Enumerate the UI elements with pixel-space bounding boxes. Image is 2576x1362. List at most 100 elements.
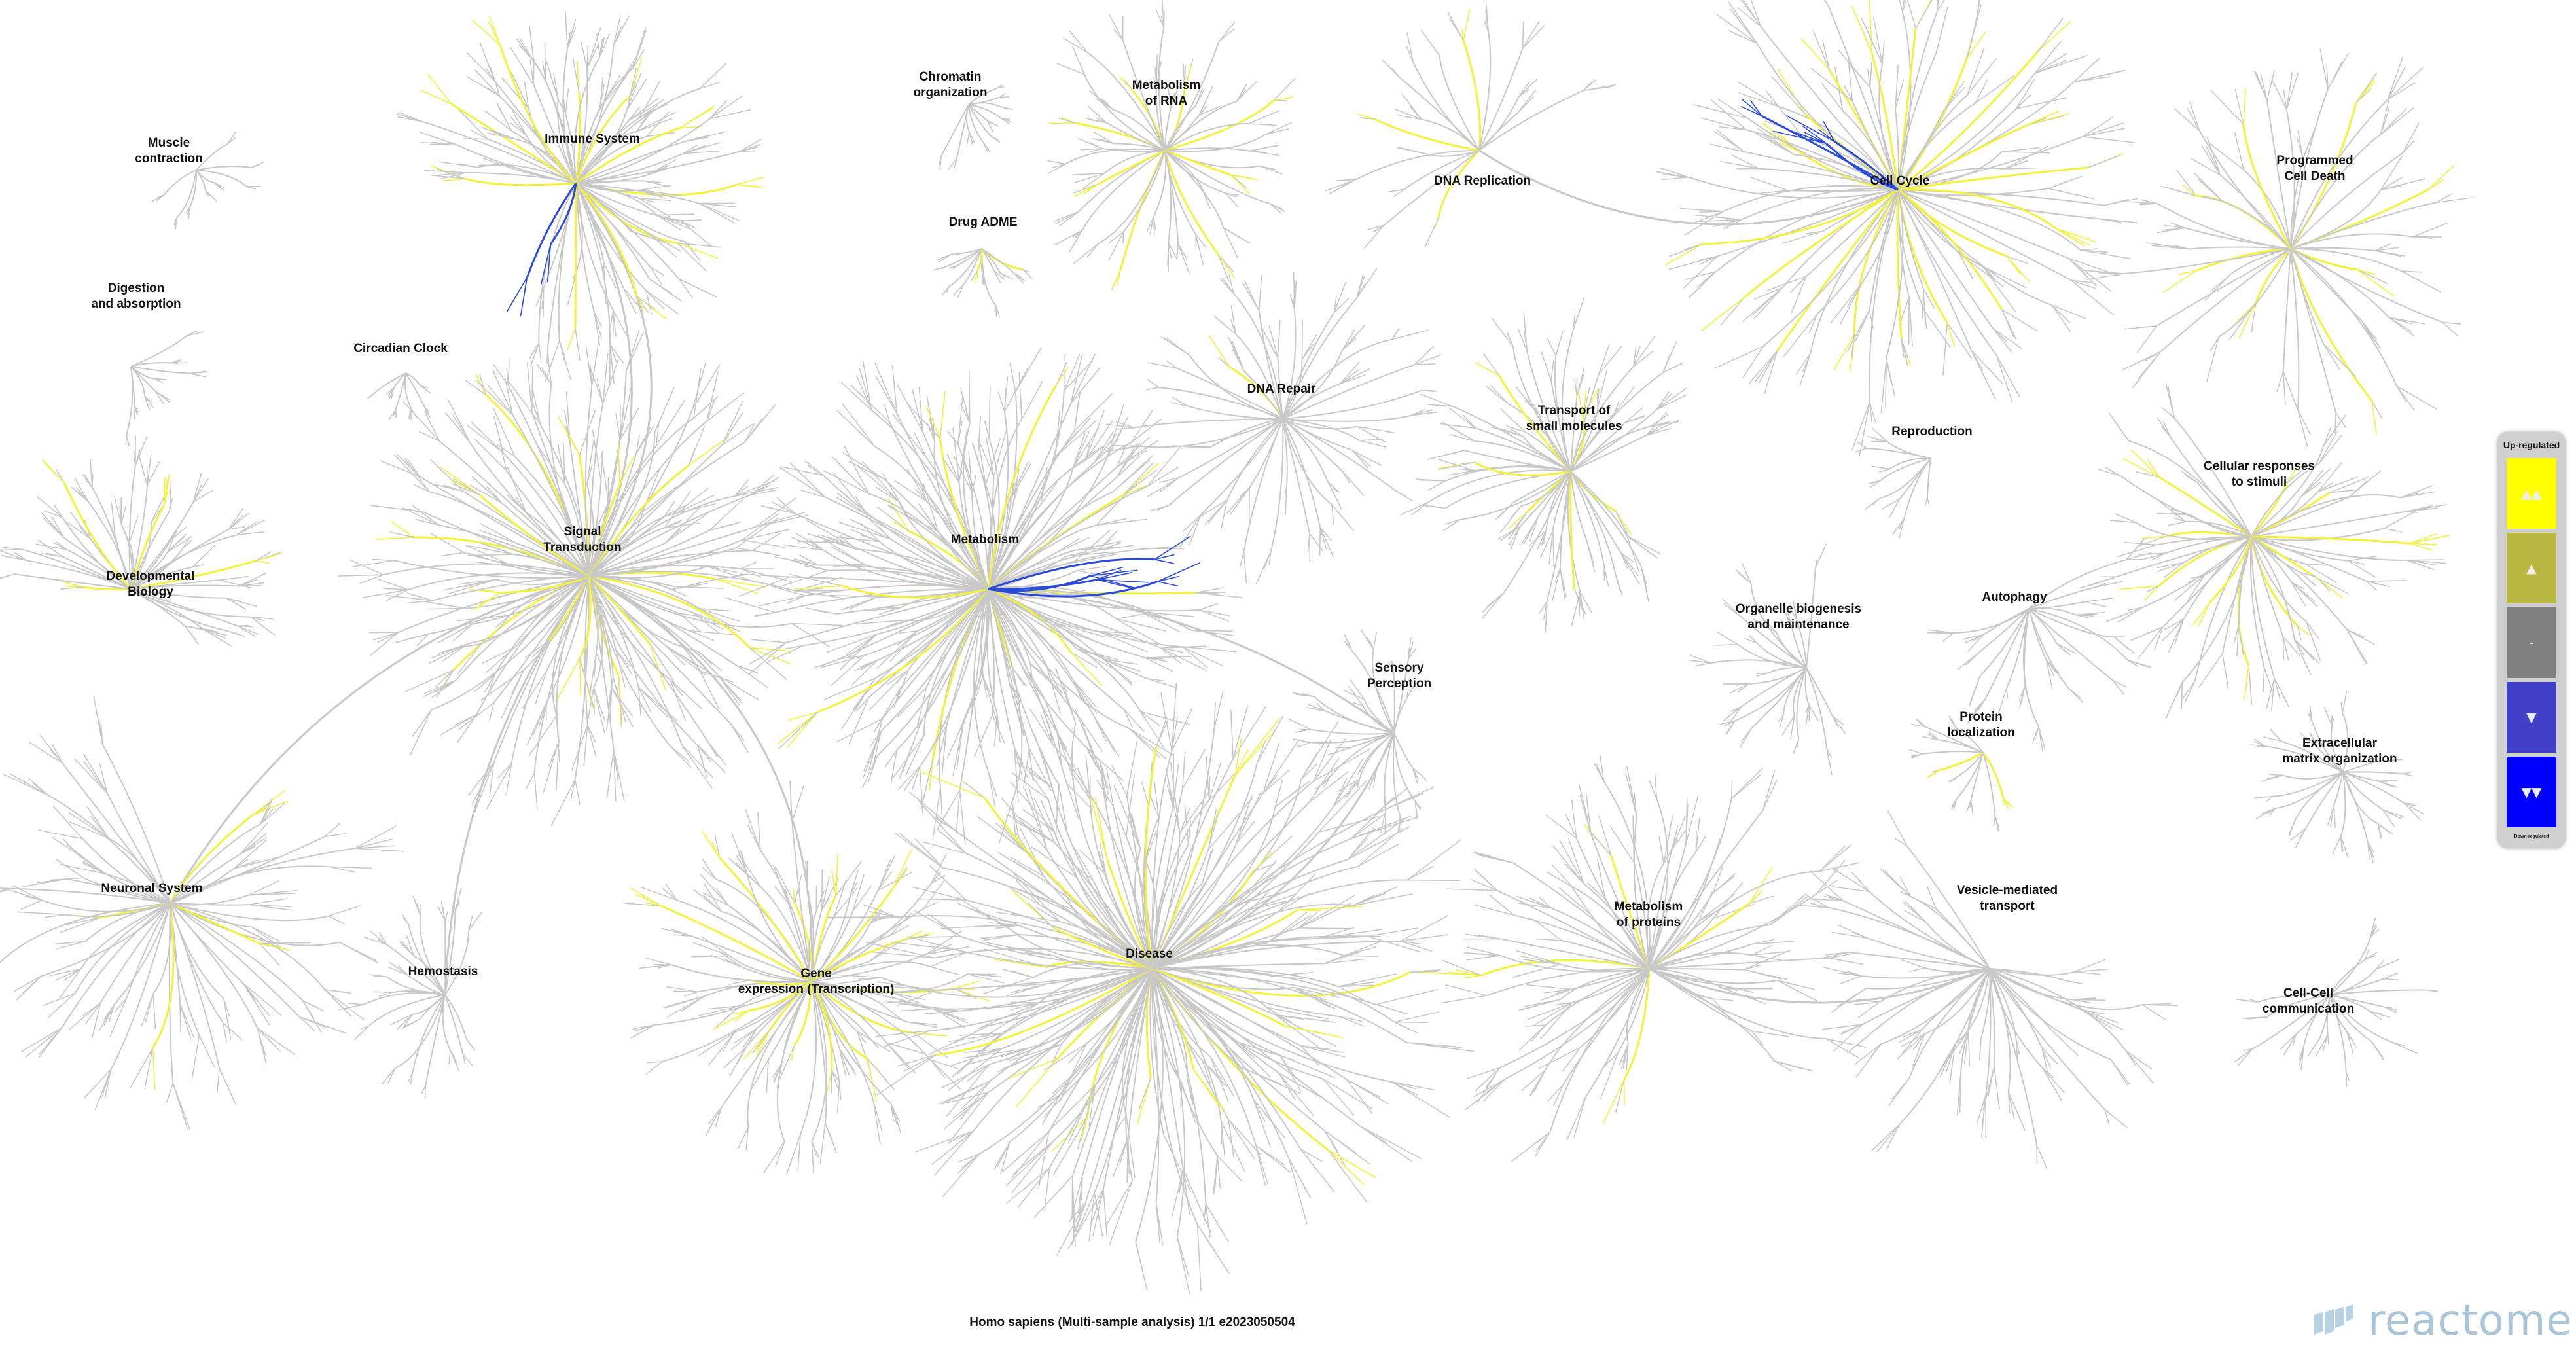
twig xyxy=(466,52,495,81)
twig xyxy=(920,770,986,799)
twig xyxy=(1202,850,1212,884)
twig xyxy=(665,645,711,673)
branch xyxy=(2006,608,2030,689)
twig xyxy=(2319,434,2343,464)
pathway-cellresp[interactable] xyxy=(2079,383,2450,719)
twig xyxy=(1764,351,1778,394)
branch xyxy=(1077,878,1153,969)
branch xyxy=(1098,150,1166,244)
twig xyxy=(2307,713,2313,723)
pathway-gene[interactable] xyxy=(625,780,1005,1175)
twig xyxy=(1771,75,1806,115)
twig xyxy=(1300,1045,1344,1054)
pathway-rna[interactable] xyxy=(1047,0,1296,291)
twig xyxy=(237,625,259,636)
twig xyxy=(1074,393,1113,431)
twig xyxy=(2066,980,2082,984)
twig xyxy=(1851,334,1855,359)
pathway-protloc[interactable] xyxy=(1908,715,2014,832)
twig xyxy=(2302,130,2315,159)
twig xyxy=(2001,151,2050,154)
twig xyxy=(710,954,742,968)
pathway-ecm[interactable] xyxy=(2250,691,2425,864)
twig xyxy=(493,408,516,457)
twig xyxy=(238,572,267,587)
branch xyxy=(1176,367,1283,420)
pathway-vesicle[interactable] xyxy=(1797,810,2178,1170)
pathway-autophagy[interactable] xyxy=(1927,538,2152,753)
twig xyxy=(1048,122,1076,124)
pathway-immune[interactable] xyxy=(397,11,764,387)
branch xyxy=(1897,189,2081,251)
pathway-cellcycle[interactable] xyxy=(1656,0,2138,457)
twig xyxy=(1550,366,1554,380)
twig xyxy=(1333,781,1360,808)
twig xyxy=(2371,401,2383,420)
twig xyxy=(1071,529,1111,564)
pathway-muscle[interactable] xyxy=(151,131,264,230)
twig xyxy=(709,498,744,531)
twig xyxy=(1448,470,1475,476)
twig xyxy=(1182,646,1209,669)
branch xyxy=(1897,189,2094,219)
pathway-transport[interactable] xyxy=(1399,298,1688,633)
branch xyxy=(104,872,171,904)
twig xyxy=(701,936,730,957)
twig xyxy=(1535,1132,1550,1152)
twig xyxy=(967,973,1005,984)
pathway-organelle[interactable] xyxy=(1688,543,1846,776)
twig xyxy=(766,1060,769,1093)
twig xyxy=(2004,145,2048,170)
twig xyxy=(952,427,960,483)
pathway-hemostasis[interactable] xyxy=(338,887,483,1100)
twig xyxy=(736,176,764,185)
pathway-cellcell[interactable] xyxy=(2234,918,2439,1087)
pathway-drug[interactable] xyxy=(933,247,1033,318)
twig xyxy=(2383,1006,2397,1013)
branch xyxy=(2189,246,2291,250)
twig xyxy=(1992,327,2023,349)
twig xyxy=(192,545,216,568)
twig xyxy=(563,442,565,484)
branch xyxy=(2342,772,2379,825)
pathway-pcd[interactable] xyxy=(2083,48,2474,448)
twig xyxy=(927,913,961,937)
pathway-digestion[interactable] xyxy=(125,330,209,447)
pathway-metabolism[interactable] xyxy=(724,347,1243,846)
twig xyxy=(1587,882,1606,900)
branch xyxy=(1590,914,1650,969)
pathway-signal[interactable] xyxy=(338,329,844,826)
branch xyxy=(1478,111,1519,151)
twig xyxy=(429,643,469,664)
twig xyxy=(369,505,424,513)
twig xyxy=(999,92,1006,98)
twig xyxy=(535,670,548,704)
pathway-metprot[interactable] xyxy=(1441,755,1867,1162)
pathway-chromatin[interactable] xyxy=(938,84,1012,171)
twig xyxy=(639,964,672,969)
twig xyxy=(805,518,846,543)
pathway-devbio[interactable] xyxy=(0,435,283,647)
twig xyxy=(1109,1180,1134,1246)
twig xyxy=(1011,1131,1050,1179)
twig xyxy=(982,675,992,696)
branch xyxy=(130,366,145,397)
branch xyxy=(748,980,812,1012)
twig xyxy=(1240,551,1245,567)
pathway-disease[interactable] xyxy=(821,668,1480,1295)
pathway-neuronal[interactable] xyxy=(0,696,404,1130)
twig xyxy=(1273,96,1294,101)
pathway-dnarepair[interactable] xyxy=(1105,268,1442,584)
twig xyxy=(2427,179,2445,190)
twig xyxy=(2274,677,2290,708)
pathway-dnarep[interactable] xyxy=(1324,2,1616,249)
pathway-sensory[interactable] xyxy=(1287,629,1428,834)
twig xyxy=(1387,661,1395,673)
twig xyxy=(2083,270,2124,274)
pathway-circadian[interactable] xyxy=(367,372,431,420)
pathway-reproduction[interactable] xyxy=(1854,427,1931,539)
twig xyxy=(170,526,187,541)
branch xyxy=(1570,471,1617,575)
